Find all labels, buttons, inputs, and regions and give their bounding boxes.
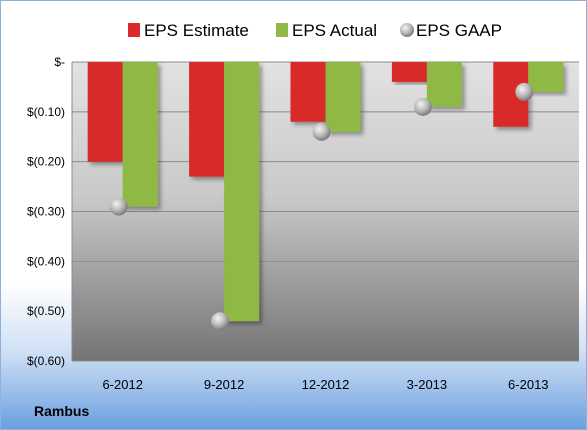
y-tick-label: $(0.50)	[27, 304, 65, 318]
x-tick-label: 12-2012	[302, 377, 350, 392]
legend-swatch	[128, 23, 140, 37]
x-tick-label: 6-2012	[102, 377, 142, 392]
legend-label: EPS GAAP	[416, 21, 502, 40]
bar-eps-actual	[122, 62, 158, 207]
bars	[87, 62, 564, 322]
legend: EPS Estimate EPS Actual EPS GAAP	[128, 21, 502, 40]
y-axis: $- $(0.10) $(0.20) $(0.30) $(0.40) $(0.50) $(0…	[27, 55, 73, 368]
y-tick-label: $(0.30)	[27, 205, 65, 219]
company-label: Rambus	[34, 403, 90, 419]
gaap-marker	[211, 312, 230, 331]
bar-eps-actual	[224, 62, 260, 322]
legend-swatch-eps-gaap	[400, 23, 414, 37]
gaap-marker	[312, 122, 331, 141]
y-tick-label: $(0.10)	[27, 105, 65, 119]
gaap-marker	[109, 197, 128, 216]
x-tick-label: 3-2013	[407, 377, 447, 392]
bar-eps-actual	[426, 62, 462, 107]
legend-swatch	[276, 23, 288, 37]
y-tick-label: $-	[54, 55, 65, 69]
bar-eps-estimate	[189, 62, 225, 177]
y-tick-label: $(0.40)	[27, 254, 65, 268]
gaap-marker	[515, 82, 534, 101]
x-tick-label: 9-2012	[204, 377, 244, 392]
bar-eps-estimate	[391, 62, 427, 82]
y-tick-label: $(0.20)	[27, 155, 65, 169]
legend-label: EPS Estimate	[144, 21, 249, 40]
y-tick-label: $(0.60)	[27, 354, 65, 368]
x-axis: 6-2012 9-2012 12-2012 3-2013 6-2013	[102, 377, 548, 392]
bar-eps-estimate	[87, 62, 123, 162]
gaap-markers	[109, 82, 534, 331]
bar-eps-actual	[528, 62, 564, 92]
gaap-marker	[413, 97, 432, 116]
bar-eps-actual	[325, 62, 361, 132]
x-tick-label: 6-2013	[508, 377, 548, 392]
legend-label: EPS Actual	[292, 21, 377, 40]
bar-eps-estimate	[290, 62, 326, 122]
